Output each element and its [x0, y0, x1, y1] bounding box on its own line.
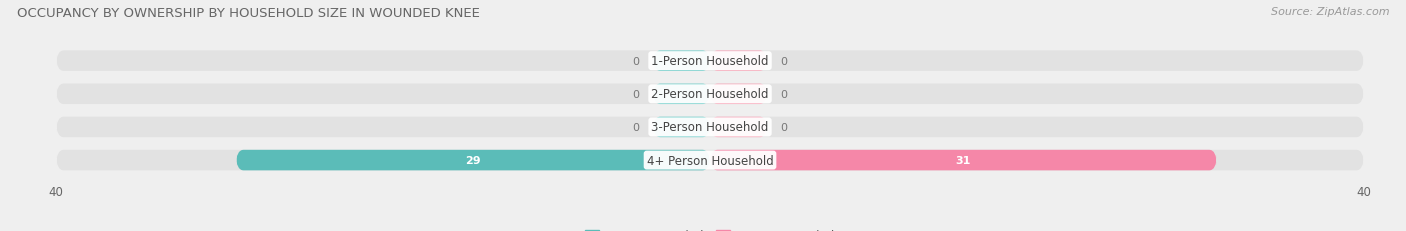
Text: 2-Person Household: 2-Person Household [651, 88, 769, 101]
Text: 0: 0 [780, 56, 787, 66]
Text: 4+ Person Household: 4+ Person Household [647, 154, 773, 167]
Text: Source: ZipAtlas.com: Source: ZipAtlas.com [1271, 7, 1389, 17]
Text: 0: 0 [633, 89, 640, 99]
Text: 0: 0 [633, 56, 640, 66]
FancyBboxPatch shape [710, 51, 768, 72]
FancyBboxPatch shape [652, 51, 710, 72]
Text: 31: 31 [956, 155, 972, 165]
Text: 0: 0 [780, 89, 787, 99]
FancyBboxPatch shape [56, 150, 1364, 171]
FancyBboxPatch shape [652, 84, 710, 105]
FancyBboxPatch shape [56, 51, 1364, 72]
Text: 0: 0 [780, 122, 787, 132]
FancyBboxPatch shape [236, 150, 710, 171]
FancyBboxPatch shape [710, 117, 768, 138]
Text: 0: 0 [633, 122, 640, 132]
Text: 1-Person Household: 1-Person Household [651, 55, 769, 68]
FancyBboxPatch shape [56, 84, 1364, 105]
FancyBboxPatch shape [710, 84, 768, 105]
FancyBboxPatch shape [710, 150, 1216, 171]
Text: 29: 29 [465, 155, 481, 165]
Text: OCCUPANCY BY OWNERSHIP BY HOUSEHOLD SIZE IN WOUNDED KNEE: OCCUPANCY BY OWNERSHIP BY HOUSEHOLD SIZE… [17, 7, 479, 20]
FancyBboxPatch shape [56, 117, 1364, 138]
Legend: Owner-occupied, Renter-occupied: Owner-occupied, Renter-occupied [579, 224, 841, 231]
FancyBboxPatch shape [652, 117, 710, 138]
Text: 3-Person Household: 3-Person Household [651, 121, 769, 134]
